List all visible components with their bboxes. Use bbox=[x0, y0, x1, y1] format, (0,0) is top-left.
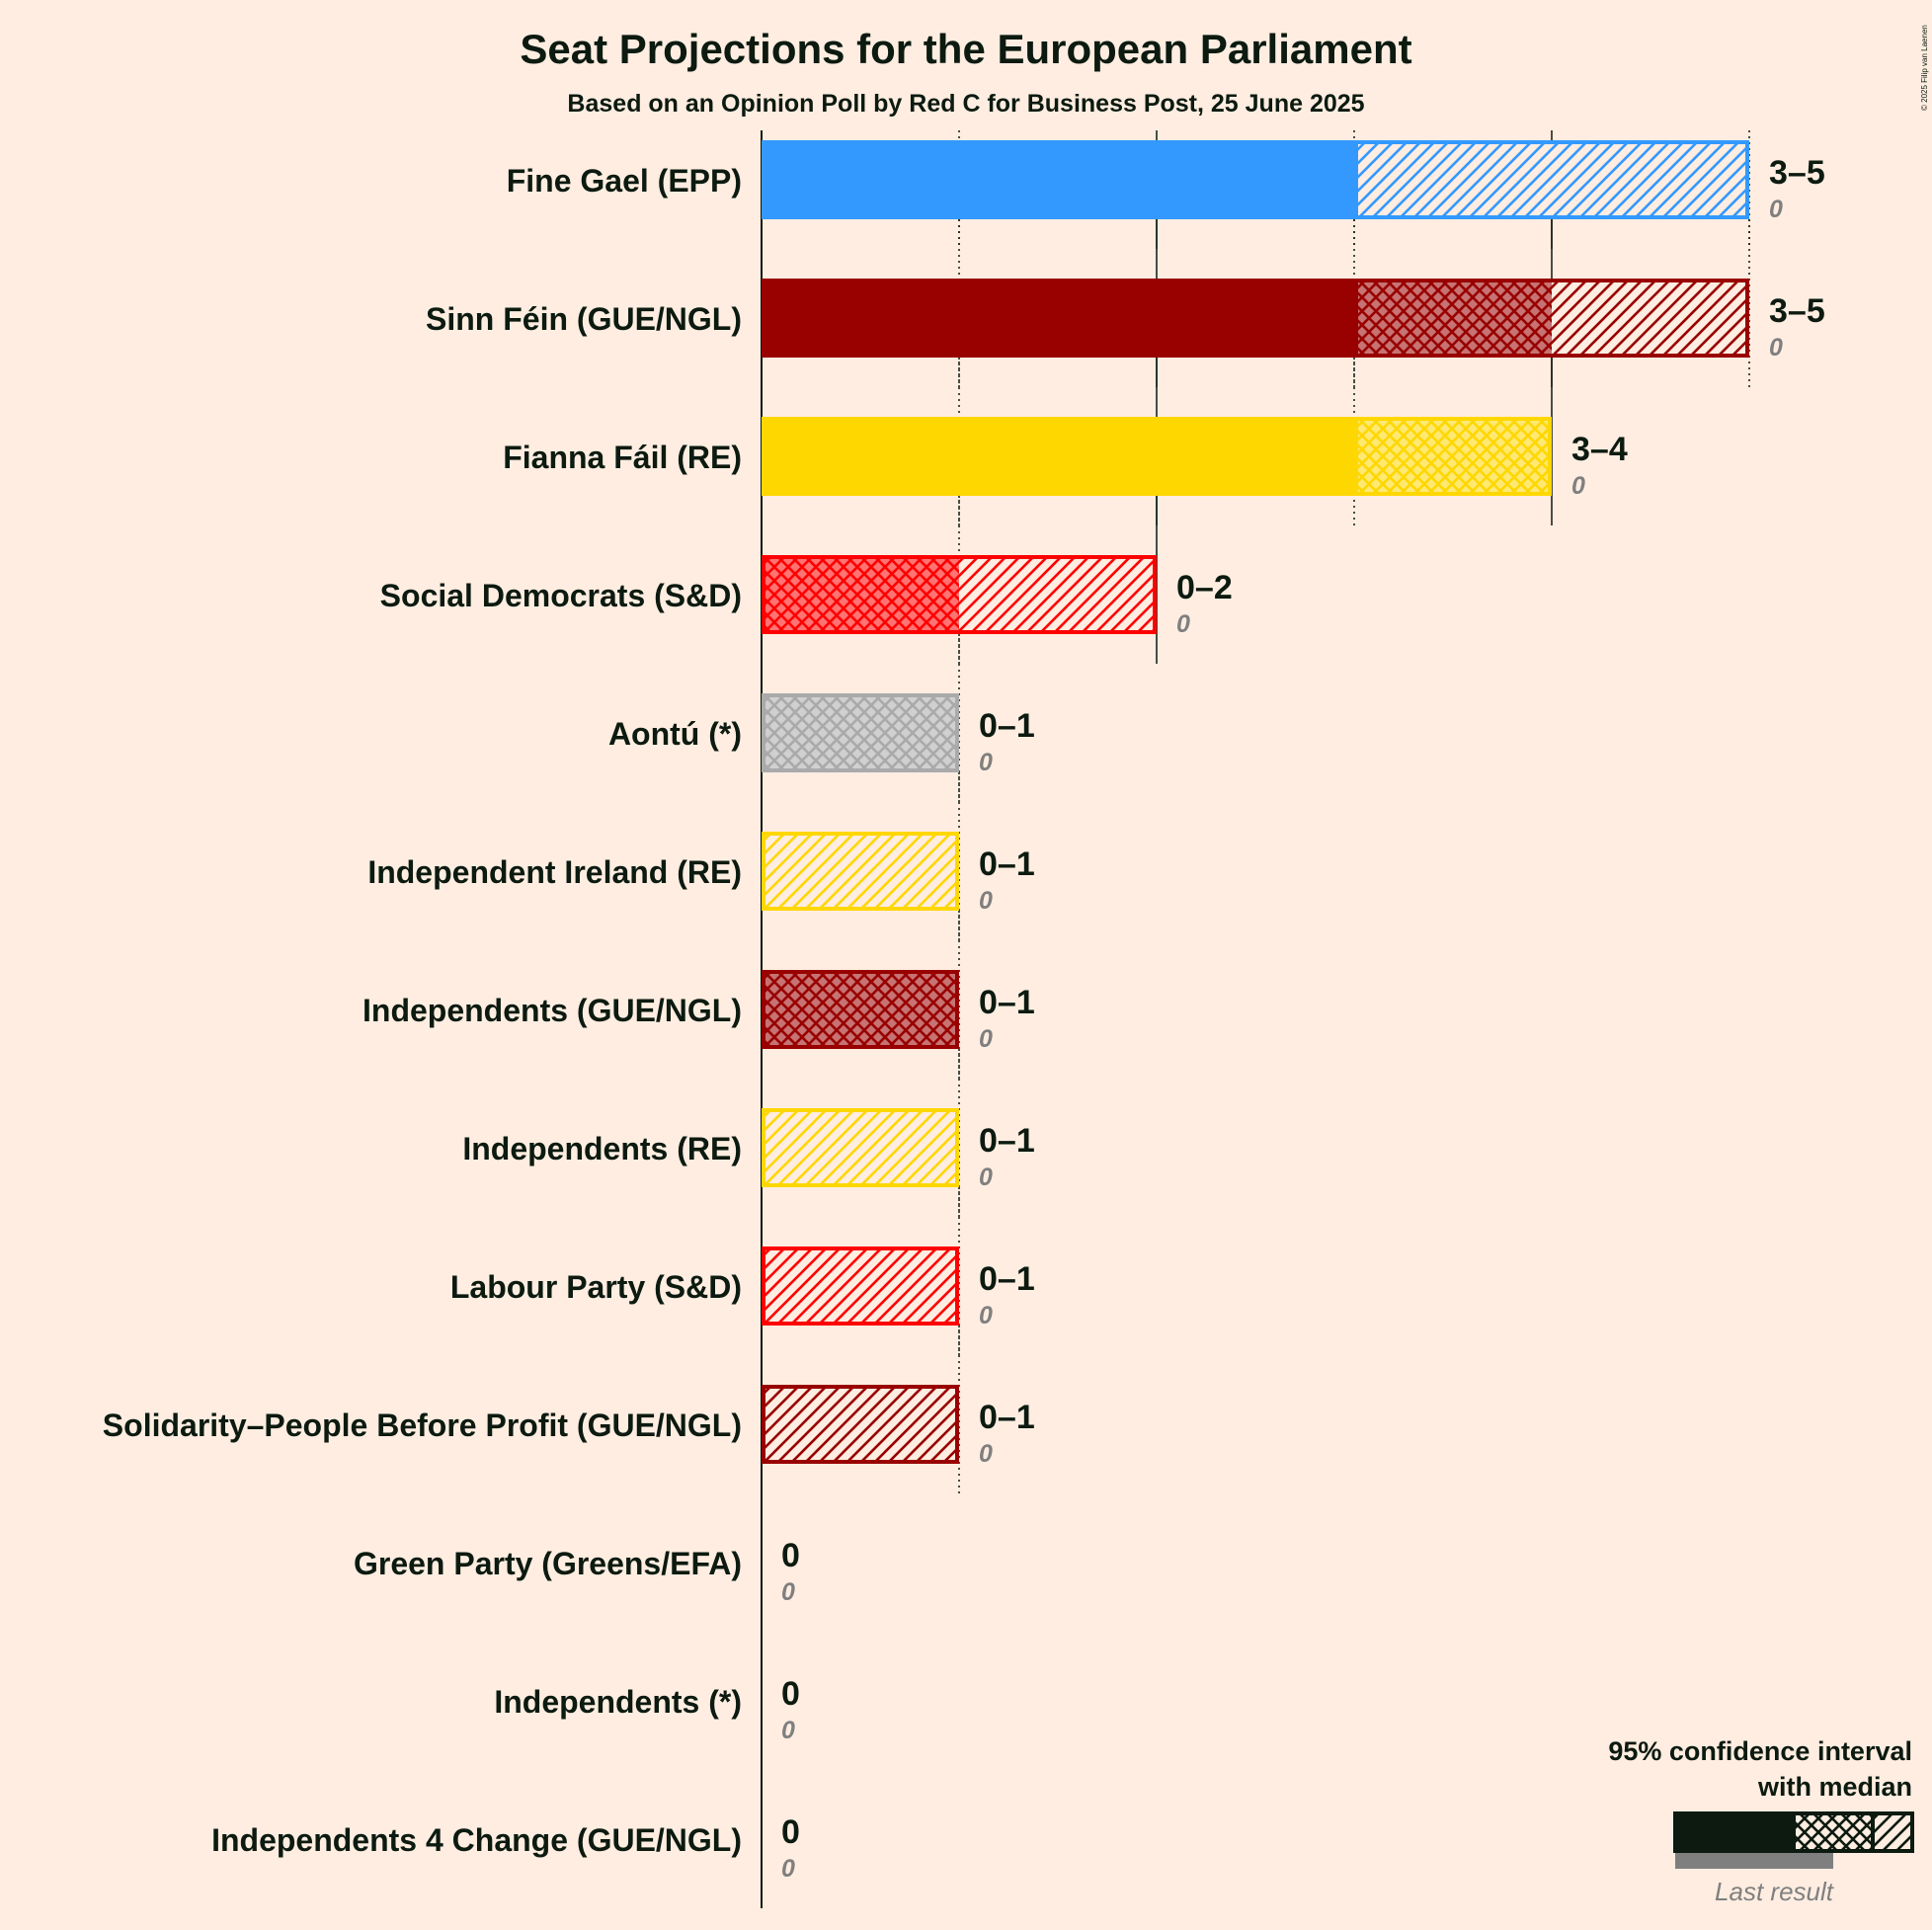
party-label: Fianna Fáil (RE) bbox=[503, 440, 742, 475]
bar-median-segment bbox=[1354, 417, 1552, 496]
last-result-label: 0 bbox=[979, 1164, 993, 1191]
legend-line2: with median bbox=[1757, 1772, 1912, 1802]
last-result-label: 0 bbox=[781, 1578, 795, 1606]
range-label: 0–1 bbox=[979, 1260, 1035, 1298]
range-label: 0 bbox=[781, 1675, 800, 1713]
party-label: Green Party (Greens/EFA) bbox=[354, 1546, 742, 1581]
last-result-label: 0 bbox=[979, 1440, 993, 1468]
last-result-label: 0 bbox=[781, 1717, 795, 1744]
party-rows: Fine Gael (EPP) 3–5 0 Sinn Féin (GUE/NGL) 3–… bbox=[103, 130, 1825, 1908]
legend-last-result-bar bbox=[1675, 1851, 1833, 1869]
bar-interval-outline bbox=[762, 693, 959, 772]
party-label: Independents (*) bbox=[494, 1684, 742, 1720]
last-result-label: 0 bbox=[1769, 334, 1783, 362]
bar-upper-segment bbox=[762, 832, 959, 911]
bar-interval-outline bbox=[1354, 279, 1749, 358]
last-result-label: 0 bbox=[979, 749, 993, 776]
last-result-label: 0 bbox=[979, 887, 993, 915]
party-row: Sinn Féin (GUE/NGL) 3–5 0 bbox=[426, 219, 1825, 387]
bar-upper-segment bbox=[762, 1246, 959, 1326]
party-row: Independents (GUE/NGL) 0–1 0 bbox=[362, 911, 1035, 1079]
party-row: Fianna Fáil (RE) 3–4 0 bbox=[503, 358, 1628, 525]
legend-line1: 95% confidence interval bbox=[1608, 1736, 1912, 1766]
bar-median-segment bbox=[762, 555, 959, 634]
bar-median-segment bbox=[762, 970, 959, 1049]
party-label: Fine Gael (EPP) bbox=[507, 163, 742, 199]
range-label: 0–1 bbox=[979, 1122, 1035, 1160]
last-result-label: 0 bbox=[979, 1025, 993, 1053]
legend-last-result-label: Last result bbox=[1715, 1877, 1835, 1906]
party-row: Independent Ireland (RE) 0–1 0 bbox=[367, 772, 1035, 940]
party-row: Aontú (*) 0–1 0 bbox=[608, 634, 1035, 802]
party-label: Independents 4 Change (GUE/NGL) bbox=[211, 1822, 742, 1858]
copyright-notice: © 2025 Filip van Laenen bbox=[1920, 25, 1929, 111]
range-label: 0–1 bbox=[979, 707, 1035, 745]
party-label: Independents (RE) bbox=[462, 1131, 742, 1166]
chart-title: Seat Projections for the European Parlia… bbox=[520, 26, 1411, 72]
last-result-label: 0 bbox=[979, 1302, 993, 1329]
last-result-label: 0 bbox=[1571, 472, 1585, 500]
bar-upper-segment bbox=[1354, 140, 1749, 219]
party-row: Fine Gael (EPP) 3–5 0 bbox=[507, 130, 1825, 249]
party-row: Solidarity–People Before Profit (GUE/NGL… bbox=[103, 1326, 1035, 1493]
party-row: Independents (RE) 0–1 0 bbox=[462, 1049, 1035, 1217]
legend: 95% confidence interval with median Last… bbox=[1608, 1736, 1914, 1906]
range-label: 3–5 bbox=[1769, 154, 1825, 192]
bar-interval-outline bbox=[1354, 140, 1749, 219]
party-label: Social Democrats (S&D) bbox=[380, 578, 742, 613]
chart-subtitle: Based on an Opinion Poll by Red C for Bu… bbox=[567, 90, 1364, 118]
range-label: 3–5 bbox=[1769, 292, 1825, 330]
party-row: Social Democrats (S&D) 0–2 0 bbox=[380, 496, 1233, 664]
bar-upper-segment bbox=[1552, 279, 1749, 358]
last-result-label: 0 bbox=[1176, 610, 1190, 638]
bar-median-segment bbox=[1354, 279, 1552, 358]
party-label: Independent Ireland (RE) bbox=[367, 854, 742, 890]
legend-hatch-segment bbox=[1871, 1811, 1914, 1853]
legend-solid-segment bbox=[1673, 1811, 1794, 1853]
range-label: 0 bbox=[781, 1537, 800, 1574]
bar-upper-segment bbox=[762, 1385, 959, 1464]
bar-interval-outline bbox=[762, 970, 959, 1049]
bar-upper-segment bbox=[959, 555, 1157, 634]
bar-interval-outline bbox=[762, 1385, 959, 1464]
party-row: Independents 4 Change (GUE/NGL) 0 0 bbox=[211, 1740, 800, 1908]
bar-upper-segment bbox=[762, 1108, 959, 1187]
last-result-label: 0 bbox=[1769, 196, 1783, 223]
range-label: 0 bbox=[781, 1813, 800, 1851]
party-label: Sinn Féin (GUE/NGL) bbox=[426, 301, 742, 337]
party-label: Independents (GUE/NGL) bbox=[362, 993, 742, 1028]
party-label: Labour Party (S&D) bbox=[450, 1269, 742, 1305]
bar-interval-outline bbox=[762, 1246, 959, 1326]
bar-median-segment bbox=[762, 693, 959, 772]
party-row: Independents (*) 0 0 bbox=[494, 1602, 800, 1770]
bar-solid-segment bbox=[762, 140, 1354, 219]
bar-solid-segment bbox=[762, 417, 1354, 496]
party-label: Solidarity–People Before Profit (GUE/NGL… bbox=[103, 1407, 742, 1443]
bar-interval-outline bbox=[762, 1108, 959, 1187]
bar-interval-outline bbox=[762, 555, 1157, 634]
party-row: Green Party (Greens/EFA) 0 0 bbox=[354, 1464, 800, 1632]
last-result-label: 0 bbox=[781, 1855, 795, 1883]
range-label: 0–2 bbox=[1176, 569, 1233, 606]
bar-solid-segment bbox=[762, 279, 1354, 358]
party-row: Labour Party (S&D) 0–1 0 bbox=[450, 1187, 1035, 1355]
range-label: 3–4 bbox=[1571, 431, 1628, 468]
legend-crosshatch-segment bbox=[1792, 1811, 1875, 1853]
range-label: 0–1 bbox=[979, 845, 1035, 883]
range-label: 0–1 bbox=[979, 984, 1035, 1021]
range-label: 0–1 bbox=[979, 1399, 1035, 1436]
bar-interval-outline bbox=[762, 832, 959, 911]
party-label: Aontú (*) bbox=[608, 716, 742, 752]
bar-interval-outline bbox=[1354, 417, 1552, 496]
